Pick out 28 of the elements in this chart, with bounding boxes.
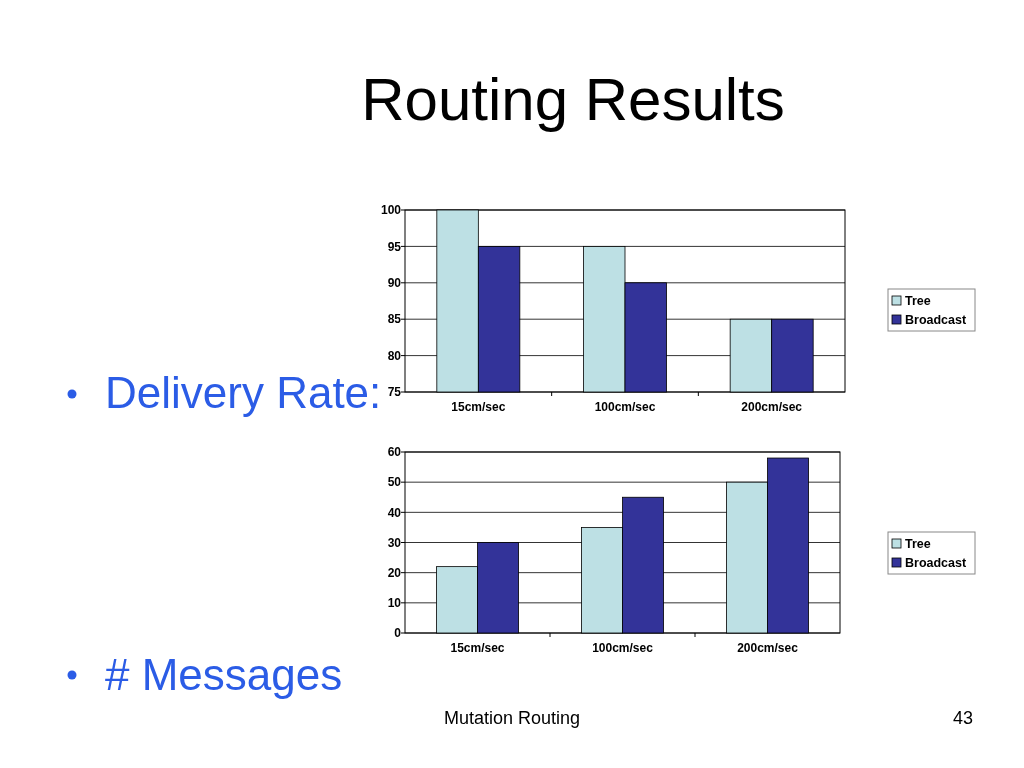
text: Mutation Routing <box>443 708 581 728</box>
x-tick-label: 100cm/sec <box>592 641 654 655</box>
x-tick-label: 200cm/sec <box>737 641 799 655</box>
y-tick-label: 30 <box>387 535 402 550</box>
y-tick-label: 50 <box>387 475 402 490</box>
legend-label: Broadcast <box>905 556 967 570</box>
legend-label: Broadcast <box>905 313 967 327</box>
y-tick-label: 85 <box>387 312 402 327</box>
y-tick-label: 60 <box>387 445 402 460</box>
text: 43 <box>952 708 973 728</box>
text: # Messages <box>105 650 343 699</box>
y-tick-label: 75 <box>387 385 402 400</box>
legend-label: Tree <box>905 537 931 551</box>
legend-label: Tree <box>905 294 931 308</box>
x-tick-label: 15cm/sec <box>450 641 505 655</box>
x-tick-label: 15cm/sec <box>451 400 506 414</box>
y-tick-label: 10 <box>387 596 402 611</box>
y-tick-label: 90 <box>387 276 402 290</box>
y-tick-label: 20 <box>387 565 402 580</box>
x-tick-label: 100cm/sec <box>594 400 656 414</box>
x-tick-label: 200cm/sec <box>741 400 803 414</box>
y-tick-label: 0 <box>394 626 402 641</box>
text: Delivery Rate: <box>105 368 382 417</box>
y-tick-label: 100 <box>380 203 402 218</box>
chart-title: Routing Results <box>361 66 785 133</box>
y-tick-label: 80 <box>387 348 402 363</box>
y-tick-label: 40 <box>387 505 402 520</box>
y-tick-label: 95 <box>387 239 402 254</box>
